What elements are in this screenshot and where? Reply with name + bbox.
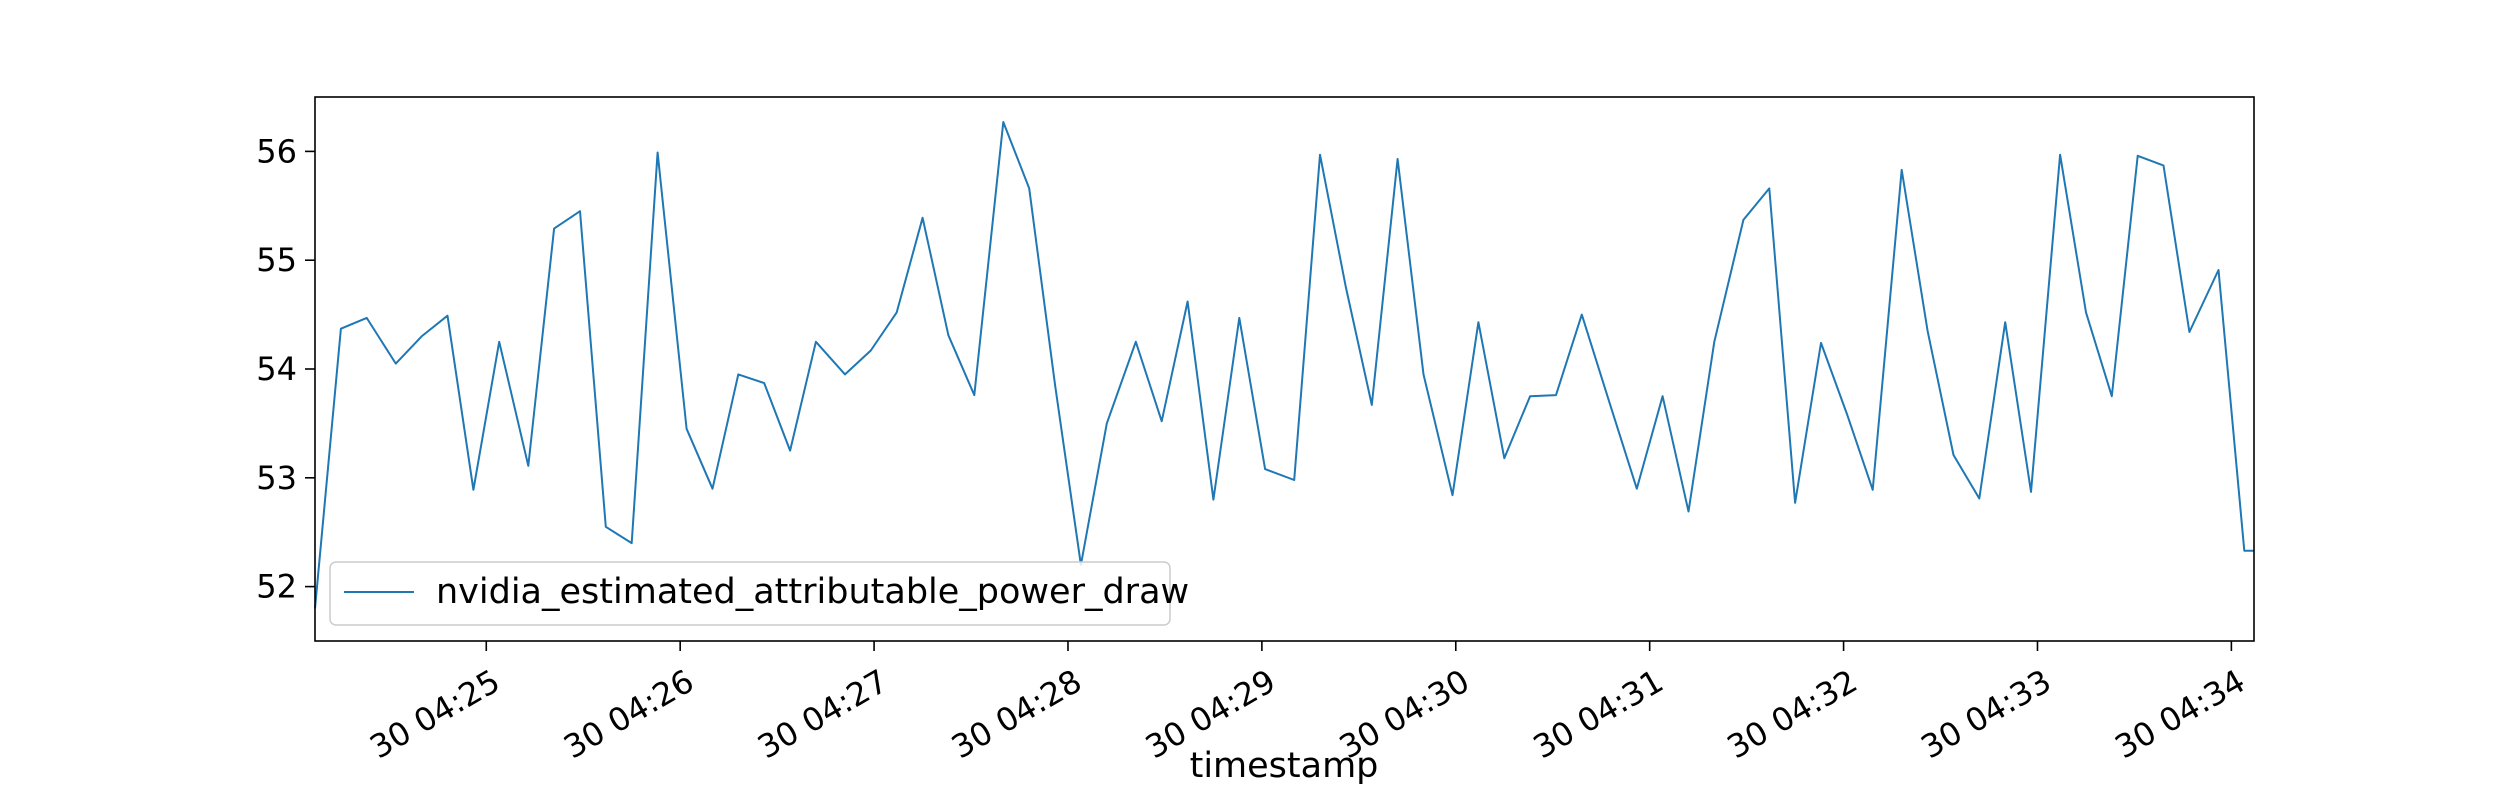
x-axis-title: timestamp — [1190, 746, 1379, 786]
legend: nvidia_estimated_attributable_power_draw — [329, 561, 1189, 626]
y-tick-label: 52 — [256, 568, 297, 606]
y-tick-label: 56 — [256, 132, 297, 170]
x-tick-label: 30 04:31 — [1527, 662, 1670, 766]
x-tick-label: 30 04:32 — [1721, 662, 1864, 766]
legend-label: nvidia_estimated_attributable_power_draw — [436, 572, 1189, 612]
y-tick-label: 53 — [256, 459, 297, 497]
plot-frame — [314, 96, 2255, 642]
data-points — [314, 122, 2255, 609]
x-tick-label: 30 04:26 — [557, 662, 700, 766]
x-tick-label: 30 04:25 — [363, 662, 506, 766]
series-line — [314, 121, 2254, 609]
plot-area — [315, 97, 2254, 641]
x-tick-label: 30 04:28 — [945, 662, 1088, 766]
y-axis-ticks: 52 53 54 55 56 — [256, 132, 315, 606]
y-tick-label: 54 — [256, 350, 297, 388]
x-tick-label: 30 04:33 — [1915, 662, 2058, 766]
legend-box — [329, 561, 1171, 626]
x-tick-label: 30 04:27 — [751, 662, 894, 766]
x-tick-label: 30 04:34 — [2108, 662, 2251, 766]
y-tick-label: 55 — [256, 241, 297, 279]
